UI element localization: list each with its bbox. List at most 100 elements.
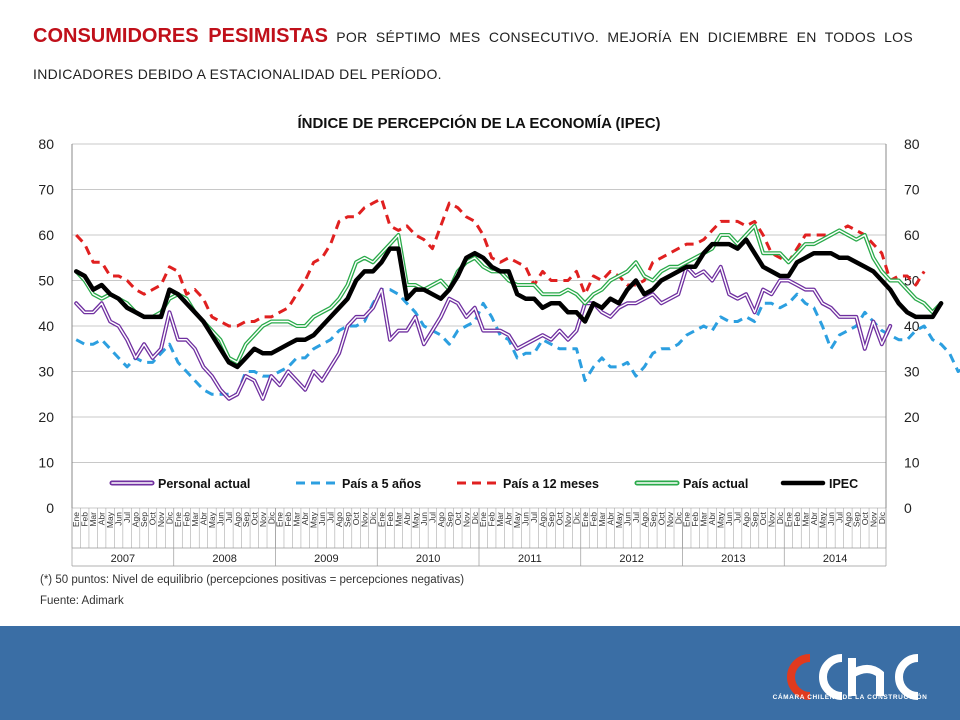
month-tick-label: Abr (198, 512, 208, 525)
month-tick-label: May (512, 511, 522, 528)
cchc-logo (787, 654, 919, 700)
month-tick-label: Jun (622, 512, 632, 526)
month-tick-label: Jul (224, 512, 234, 523)
month-tick-label: Nov (563, 511, 573, 527)
month-tick-label: Ene (376, 512, 386, 527)
year-label: 2009 (314, 553, 338, 565)
legend-item: Personal actual (109, 477, 250, 491)
month-tick-label: Sep (241, 512, 251, 527)
source-note: Fuente: Adimark (40, 595, 124, 607)
month-tick-label: Feb (181, 512, 191, 527)
y-tick-label-left: 30 (38, 364, 54, 380)
y-tick-label-left: 0 (46, 500, 54, 516)
month-tick-label: Feb (690, 512, 700, 527)
legend-item: IPEC (780, 477, 858, 491)
y-tick-label-right: 60 (904, 227, 920, 243)
month-tick-label: Jun (419, 512, 429, 526)
month-tick-label: Jun (826, 512, 836, 526)
month-tick-label: Ene (71, 512, 81, 527)
month-tick-label: Dic (470, 511, 480, 524)
month-tick-label: Nov (461, 511, 471, 527)
ipec-line-chart: ÍNDICE DE PERCEPCIÓN DE LA ECONOMÍA (IPE… (38, 114, 960, 567)
footer-bar (0, 626, 960, 720)
month-tick-label: Ene (478, 512, 488, 527)
month-tick-label: Jul (631, 512, 641, 523)
legend-label: País a 5 años (342, 477, 421, 491)
month-tick-label: Feb (283, 512, 293, 527)
month-tick-label: Dic (877, 511, 887, 524)
month-tick-label: Nov (665, 511, 675, 527)
month-tick-label: Dic (368, 511, 378, 524)
month-tick-label: Ene (783, 512, 793, 527)
month-tick-label: Ago (538, 512, 548, 527)
headline-strong: CONSUMIDORES PESIMISTAS (33, 25, 328, 47)
month-tick-label: May (716, 511, 726, 528)
year-label: 2014 (823, 553, 847, 565)
month-tick-label: Mar (393, 512, 403, 527)
year-label: 2013 (721, 553, 745, 565)
month-tick-label: Jul (834, 512, 844, 523)
legend-label: Personal actual (158, 477, 250, 491)
month-tick-label: Jul (733, 512, 743, 523)
month-tick-label: Sep (546, 512, 556, 527)
month-tick-label: Mar (292, 512, 302, 527)
month-tick-label: Sep (648, 512, 658, 527)
month-tick-label: Nov (156, 511, 166, 527)
month-tick-label: Abr (504, 512, 514, 525)
y-tick-label-left: 60 (38, 227, 54, 243)
month-tick-label: Jun (317, 512, 327, 526)
y-tick-label-left: 70 (38, 182, 54, 198)
y-tick-label-right: 20 (904, 409, 920, 425)
month-tick-label: Jun (114, 512, 124, 526)
month-tick-label: Feb (588, 512, 598, 527)
month-tick-label: Mar (190, 512, 200, 527)
month-tick-label: Mar (699, 512, 709, 527)
month-tick-label: May (105, 511, 115, 528)
legend-item: País a 12 meses (457, 477, 599, 491)
month-tick-label: Oct (453, 511, 463, 525)
month-tick-label: Dic (775, 511, 785, 524)
y-tick-label-right: 40 (904, 318, 920, 334)
month-tick-label: May (817, 511, 827, 528)
month-tick-label: Jul (122, 512, 132, 523)
month-tick-label: Ago (843, 512, 853, 527)
month-tick-label: Abr (707, 512, 717, 525)
month-tick-label: Ago (639, 512, 649, 527)
year-label: 2010 (416, 553, 440, 565)
month-tick-label: Nov (767, 511, 777, 527)
month-tick-label: May (614, 511, 624, 528)
year-label: 2008 (212, 553, 236, 565)
month-tick-label: May (309, 511, 319, 528)
chart-title: ÍNDICE DE PERCEPCIÓN DE LA ECONOMÍA (IPE… (297, 114, 660, 132)
month-tick-label: Ene (275, 512, 285, 527)
legend-label: IPEC (829, 477, 858, 491)
y-tick-label-left: 50 (38, 273, 54, 289)
month-tick-label: Nov (258, 511, 268, 527)
series-line-pa-s-a-12-meses (75, 197, 926, 328)
month-tick-label: Dic (572, 511, 582, 524)
legend-label: País actual (683, 477, 748, 491)
month-tick-label: Oct (656, 511, 666, 525)
month-tick-label: Oct (351, 511, 361, 525)
month-tick-label: Ago (232, 512, 242, 527)
month-tick-label: Feb (385, 512, 395, 527)
month-tick-label: Dic (673, 511, 683, 524)
month-tick-label: Jun (215, 512, 225, 526)
y-tick-label-right: 30 (904, 364, 920, 380)
month-tick-label: Ene (580, 512, 590, 527)
month-tick-label: Mar (495, 512, 505, 527)
month-tick-label: Sep (343, 512, 353, 527)
y-tick-label-right: 80 (904, 136, 920, 152)
y-tick-label-left: 80 (38, 136, 54, 152)
y-tick-label-right: 70 (904, 182, 920, 198)
series-line-personal-actual (74, 264, 893, 401)
month-tick-label: Feb (792, 512, 802, 527)
y-tick-label-left: 40 (38, 318, 54, 334)
equilibrium-note: (*) 50 puntos: Nivel de equilibrio (perc… (40, 574, 465, 586)
month-tick-label: Sep (851, 512, 861, 527)
month-tick-label: Oct (758, 511, 768, 525)
month-tick-label: Mar (88, 512, 98, 527)
legend-item: País actual (634, 477, 748, 491)
month-tick-label: Oct (860, 511, 870, 525)
headline-rest: por séptimo mes consecutivo. Mejoría en … (33, 29, 913, 82)
